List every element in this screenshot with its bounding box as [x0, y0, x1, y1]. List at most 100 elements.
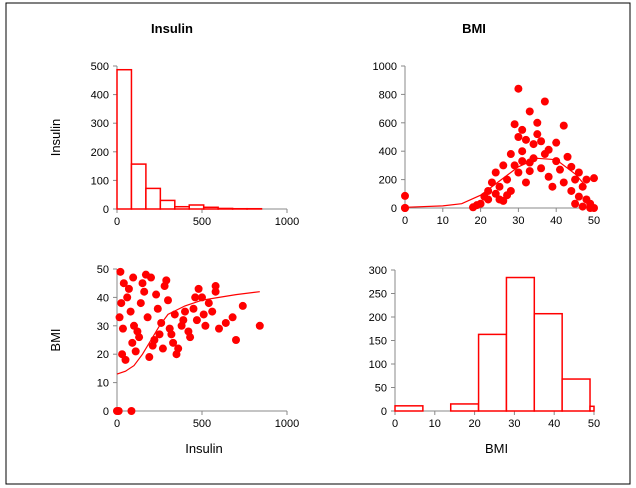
insulin-histogram-bar	[202, 206, 219, 210]
bmi-vs-insulin-scatter-point	[537, 137, 546, 146]
insulin-vs-bmi-scatter-point	[228, 313, 237, 322]
bmi-vs-insulin-scatter-point	[567, 186, 576, 195]
bmi-histogram-y-tick-label: 200	[369, 312, 387, 324]
insulin-histogram-y-tick-label: 300	[91, 118, 109, 130]
insulin-vs-bmi-scatter-point	[127, 407, 136, 415]
insulin-vs-bmi-scatter-y-tick-label: 40	[97, 292, 109, 304]
insulin-histogram-bar	[116, 68, 133, 210]
insulin-vs-bmi-scatter-point	[115, 313, 124, 322]
bmi-vs-insulin-scatter-point	[525, 107, 534, 116]
bmi-histogram-bar	[477, 333, 508, 412]
bmi-histogram-bar	[449, 403, 480, 412]
insulin-histogram-bar	[130, 163, 147, 210]
insulin-vs-bmi-scatter-point	[181, 307, 189, 316]
bmi-vs-insulin-scatter-point	[544, 145, 553, 154]
insulin-vs-bmi-scatter-x-tick-label: 1000	[275, 418, 299, 430]
bmi-vs-insulin-scatter-point	[514, 168, 523, 177]
bmi-vs-insulin-scatter-point	[518, 147, 527, 156]
insulin-vs-bmi-scatter-point	[136, 299, 145, 308]
bmi-vs-insulin-scatter-point	[506, 150, 515, 159]
bmi-vs-insulin-scatter-x-tick-label: 30	[512, 215, 524, 227]
insulin-histogram-bar	[217, 207, 234, 210]
insulin-histogram-y-tick-label: 500	[91, 61, 109, 73]
bmi-vs-insulin-scatter-point	[514, 133, 523, 141]
insulin-vs-bmi-scatter-point	[138, 279, 147, 288]
insulin-vs-bmi-scatter-point	[232, 336, 240, 344]
insulin-vs-bmi-scatter-point	[199, 310, 208, 319]
bmi-histogram-bar	[394, 405, 424, 412]
insulin-histogram-bar	[188, 204, 205, 210]
bmi-vs-insulin-scatter-point	[586, 204, 595, 212]
insulin-histogram-x-tick-label: 500	[193, 216, 211, 228]
bmi-histogram-x-tick-label: 20	[468, 418, 480, 430]
insulin-vs-bmi-scatter-y-tick-label: 50	[97, 264, 109, 276]
insulin-histogram-x-tick-label: 1000	[275, 216, 299, 228]
insulin-histogram-y-label: Insulin	[48, 119, 63, 157]
insulin-histogram-y-tick-label: 0	[103, 204, 109, 216]
insulin-vs-bmi-scatter-point	[121, 355, 130, 364]
insulin-vs-bmi-scatter-point	[192, 316, 201, 325]
bmi-histogram-y-tick-label: 250	[369, 289, 387, 301]
insulin-histogram-y-tick-label: 200	[91, 147, 109, 159]
insulin-vs-bmi-scatter-point	[116, 267, 125, 276]
insulin-vs-bmi-scatter-point	[123, 293, 132, 302]
insulin-histogram-y-tick-label: 100	[91, 175, 109, 187]
insulin-vs-bmi-scatter-point	[119, 279, 128, 288]
bmi-vs-insulin-scatter-point	[571, 175, 580, 184]
insulin-vs-bmi-scatter-point	[148, 341, 157, 350]
bmi-vs-insulin-scatter-point	[484, 186, 493, 195]
insulin-vs-bmi-scatter-point	[204, 299, 213, 308]
insulin-vs-bmi-scatter-point	[158, 344, 167, 353]
bmi-vs-insulin-scatter-point	[491, 168, 500, 177]
insulin-vs-bmi-scatter-point	[117, 299, 126, 308]
bmi-histogram-x-tick-label: 10	[429, 418, 441, 430]
bmi-vs-insulin-scatter-point	[590, 174, 598, 183]
bmi-vs-insulin-scatter-y-tick-label: 0	[391, 203, 397, 215]
insulin-vs-bmi-scatter-point	[145, 353, 154, 362]
bmi-vs-insulin-scatter-point	[567, 162, 576, 171]
bmi-histogram-bar	[505, 276, 536, 412]
insulin-vs-bmi-scatter-point	[153, 304, 162, 313]
insulin-histogram-bar	[159, 199, 176, 210]
bmi-vs-insulin-scatter-point	[521, 135, 530, 144]
bmi-histogram-x-tick-label: 30	[508, 418, 520, 430]
insulin-vs-bmi-scatter-y-tick-label: 30	[97, 321, 109, 333]
bmi-vs-insulin-scatter-point	[495, 195, 504, 204]
bmi-histogram-x-tick-label: 50	[588, 418, 600, 430]
bmi-vs-insulin-scatter-point	[559, 178, 568, 187]
bmi-vs-insulin-scatter-point	[480, 192, 489, 201]
insulin-vs-bmi-scatter-point	[191, 293, 200, 302]
bmi-vs-insulin-scatter-point	[578, 202, 587, 211]
bmi-histogram-bar	[533, 312, 563, 412]
bmi-vs-insulin-scatter-point	[555, 165, 564, 174]
bmi-vs-insulin-scatter-fit-curve	[404, 157, 587, 208]
bmi-vs-insulin-scatter-point	[552, 138, 561, 147]
bmi-vs-insulin-scatter-point	[487, 178, 496, 187]
bmi-vs-insulin-scatter-x-tick-label: 20	[474, 215, 486, 227]
bmi-vs-insulin-scatter-point	[574, 192, 583, 201]
bmi-vs-insulin-scatter-point	[559, 121, 568, 130]
bmi-vs-insulin-scatter-point	[529, 154, 538, 163]
bmi-vs-insulin-scatter-point	[540, 97, 549, 106]
bmi-vs-insulin-scatter-point	[518, 125, 527, 134]
insulin-vs-bmi-scatter-point	[114, 407, 123, 415]
insulin-vs-bmi-scatter-point	[211, 282, 220, 291]
bmi-vs-insulin-scatter-point	[491, 189, 500, 198]
bmi-vs-insulin-scatter-point	[537, 164, 546, 173]
bmi-vs-insulin-scatter-point	[552, 157, 561, 166]
insulin-histogram-bar	[174, 205, 191, 210]
bmi-vs-insulin-scatter-point	[529, 140, 538, 149]
insulin-histogram-title: Insulin	[151, 21, 193, 36]
bmi-histogram-x-tick-label: 40	[548, 418, 560, 430]
bmi-vs-insulin-scatter-point	[499, 161, 508, 170]
bmi-histogram-y-tick-label: 50	[375, 383, 387, 395]
bmi-vs-insulin-scatter-point	[401, 204, 409, 212]
bmi-vs-insulin-scatter-point	[548, 182, 557, 191]
insulin-vs-bmi-scatter-point	[172, 350, 181, 359]
insulin-vs-bmi-scatter-point	[238, 301, 247, 310]
insulin-vs-bmi-scatter-point	[143, 313, 152, 322]
bmi-vs-insulin-scatter-point	[582, 175, 591, 184]
insulin-vs-bmi-scatter-point	[208, 307, 217, 316]
